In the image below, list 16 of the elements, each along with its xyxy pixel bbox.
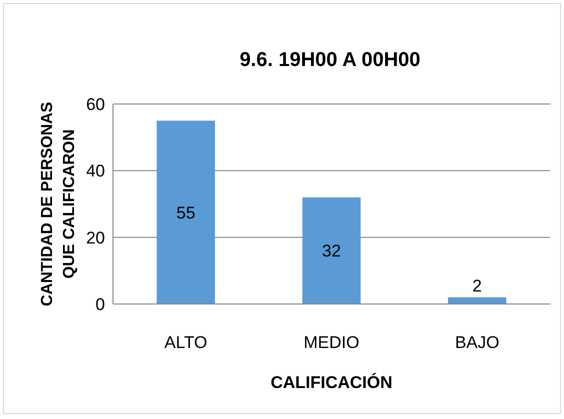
x-tick-label: BAJO (454, 333, 500, 352)
x-tick-label: MEDIO (304, 333, 360, 352)
bar (302, 197, 361, 304)
data-label: 2 (472, 276, 482, 296)
bar (448, 297, 506, 304)
chart-title: 9.6. 19H00 A 00H00 (240, 49, 420, 71)
bar (156, 120, 215, 304)
y-tick-label: 40 (86, 162, 105, 181)
data-label: 32 (322, 242, 341, 261)
y-tick-label: 0 (96, 295, 105, 314)
data-label: 55 (176, 203, 196, 222)
x-tick-label: ALTO (164, 333, 208, 352)
y-axis-title: CANTIDAD DE PERSONAS QUE CALIFICARON (39, 101, 78, 306)
x-axis-title: CALIFICACIÓN (270, 372, 392, 392)
y-tick-label: 60 (86, 95, 105, 114)
y-tick-label: 20 (86, 228, 105, 248)
